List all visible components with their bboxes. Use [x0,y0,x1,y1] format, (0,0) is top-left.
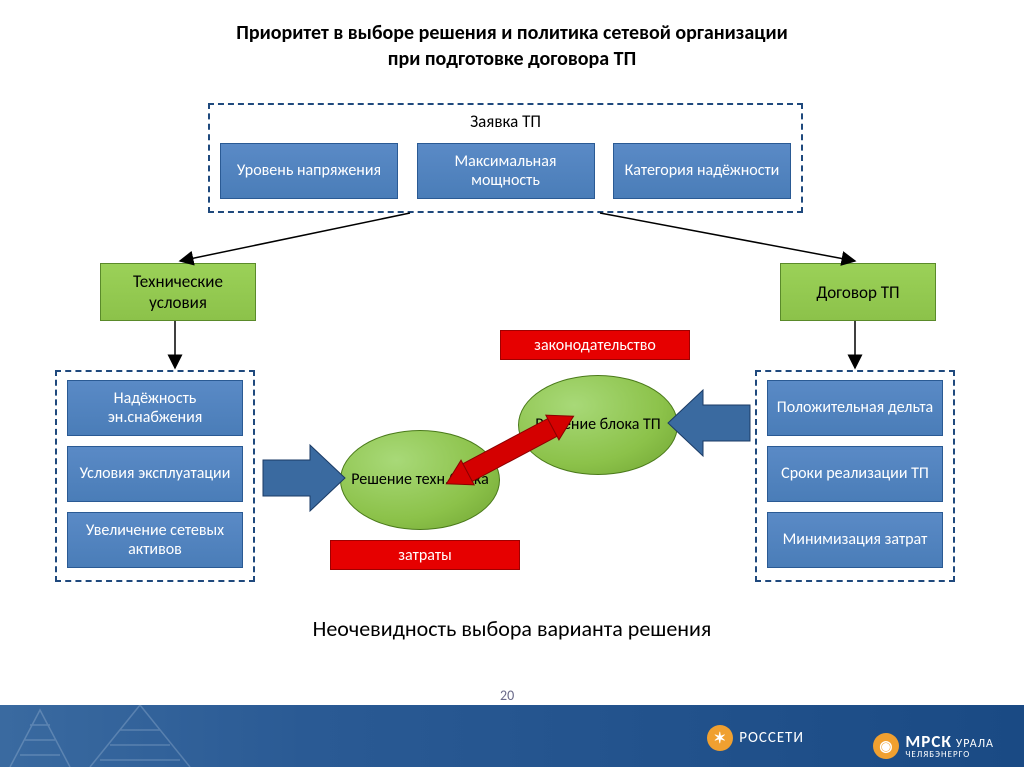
tech-decision-ellipse: Решение техн.блока [340,430,500,530]
page-title: Приоритет в выборе решения и политика се… [0,0,1024,72]
blue-arrow-right [668,390,750,456]
top-request-group: Заявка ТП Уровень напряжения Максимальна… [208,103,803,213]
legislation-label: законодательство [534,336,656,355]
top-item-reliability: Категория надёжности [613,143,791,199]
rosseti-icon: ✶ [707,725,733,751]
left-criteria-group: Надёжность эн.снабжения Условия эксплуат… [55,370,255,582]
page-number: 20 [500,687,514,704]
mrsk-logo: ◉ МРСК УРАЛА ЧЕЛЯБЭНЕРГО [873,733,994,759]
contract-label: Договор ТП [816,282,899,303]
right-item-timing: Сроки реализации ТП [767,446,943,502]
right-criteria-group: Положительная дельта Сроки реализации ТП… [755,370,955,582]
contract-box: Договор ТП [780,263,936,321]
left-item-assets: Увеличение сетевых активов [67,512,243,568]
tech-conditions-label: Технические условия [105,271,251,313]
title-line2: при подготовке договора ТП [0,46,1024,72]
costs-box: затраты [330,540,520,570]
right-item-costmin: Минимизация затрат [767,512,943,568]
tech-conditions-box: Технические условия [100,263,256,321]
mrsk-icon: ◉ [873,733,899,759]
top-item-voltage: Уровень напряжения [220,143,398,199]
right-item-delta: Положительная дельта [767,380,943,436]
left-item-reliability: Надёжность эн.снабжения [67,380,243,436]
top-item-power: Максимальная мощность [417,143,595,199]
top-group-label: Заявка ТП [210,111,801,132]
footer-band: ✶ РОССЕТИ ◉ МРСК УРАЛА ЧЕЛЯБЭНЕРГО [0,705,1024,767]
mrsk-label-sub: ЧЕЛЯБЭНЕРГО [905,750,994,759]
blue-arrow-left [263,445,345,511]
conclusion-text: Неочевидность выбора варианта решения [0,615,1024,642]
tech-decision-label: Решение техн.блока [351,470,489,489]
tp-decision-ellipse: Решение блока ТП [518,375,678,475]
legislation-box: законодательство [500,330,690,360]
mrsk-label-top: МРСК [905,733,951,750]
rosseti-logo: ✶ РОССЕТИ [707,725,804,751]
costs-label: затраты [398,546,451,565]
tp-decision-label: Решение блока ТП [535,415,660,434]
left-item-exploitation: Условия эксплуатации [67,446,243,502]
title-line1: Приоритет в выборе решения и политика се… [0,20,1024,46]
rosseti-label: РОССЕТИ [739,729,804,747]
